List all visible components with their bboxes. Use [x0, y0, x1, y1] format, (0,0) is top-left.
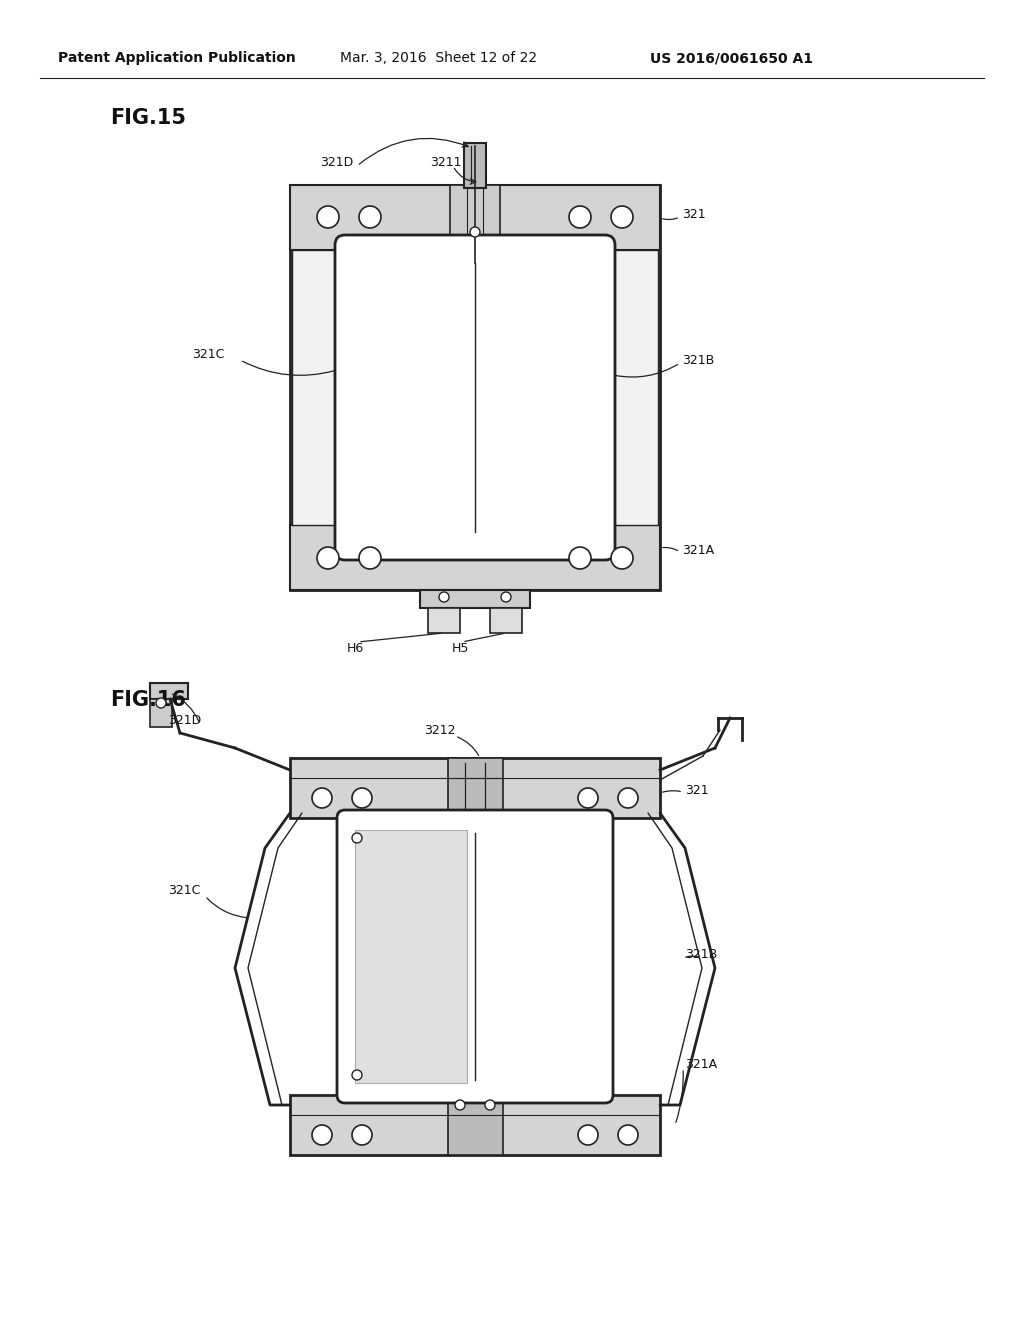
Circle shape — [578, 1125, 598, 1144]
Bar — [290, 758, 660, 818]
Circle shape — [359, 206, 381, 228]
Circle shape — [352, 1125, 372, 1144]
Text: 321C: 321C — [168, 883, 201, 896]
Text: Mar. 3, 2016  Sheet 12 of 22: Mar. 3, 2016 Sheet 12 of 22 — [340, 51, 538, 65]
Bar — [449, 1096, 503, 1155]
Text: 321A: 321A — [685, 1059, 717, 1072]
Bar — [357, 263, 467, 532]
Circle shape — [618, 1125, 638, 1144]
Text: US 2016/0061650 A1: US 2016/0061650 A1 — [650, 51, 813, 65]
Text: 321B: 321B — [682, 354, 715, 367]
Circle shape — [485, 1100, 495, 1110]
Circle shape — [359, 546, 381, 569]
Bar — [290, 1096, 660, 1155]
Circle shape — [317, 546, 339, 569]
Text: 321C: 321C — [193, 348, 224, 362]
Circle shape — [611, 546, 633, 569]
Circle shape — [312, 1125, 332, 1144]
Circle shape — [611, 206, 633, 228]
Text: 321: 321 — [682, 209, 706, 222]
Bar — [355, 830, 467, 1082]
Bar — [150, 682, 188, 700]
Bar — [150, 700, 172, 727]
FancyBboxPatch shape — [337, 810, 613, 1104]
Text: 3211: 3211 — [430, 157, 462, 169]
Circle shape — [569, 546, 591, 569]
Bar — [292, 249, 658, 525]
Circle shape — [312, 788, 332, 808]
Bar — [290, 525, 660, 590]
FancyBboxPatch shape — [335, 235, 615, 560]
Bar — [449, 758, 503, 818]
Circle shape — [439, 591, 449, 602]
Text: 321D: 321D — [319, 157, 353, 169]
Bar — [490, 609, 522, 634]
Text: FIG.15: FIG.15 — [110, 108, 186, 128]
Circle shape — [352, 788, 372, 808]
Text: Patent Application Publication: Patent Application Publication — [58, 51, 296, 65]
Bar — [420, 590, 530, 609]
Circle shape — [618, 788, 638, 808]
Circle shape — [569, 206, 591, 228]
Text: 321D: 321D — [168, 714, 202, 726]
Text: 321A: 321A — [682, 544, 714, 557]
Bar — [428, 609, 460, 634]
Circle shape — [578, 788, 598, 808]
Circle shape — [501, 591, 511, 602]
Circle shape — [352, 833, 362, 843]
Bar — [290, 185, 660, 590]
Bar — [450, 185, 500, 249]
Text: 321B: 321B — [685, 949, 717, 961]
Circle shape — [156, 698, 166, 708]
Circle shape — [455, 1100, 465, 1110]
Circle shape — [470, 227, 480, 238]
Bar — [464, 143, 486, 187]
Bar — [290, 185, 660, 249]
Text: 321: 321 — [685, 784, 709, 796]
Circle shape — [317, 206, 339, 228]
Text: 3212: 3212 — [424, 723, 456, 737]
Text: H5: H5 — [452, 642, 469, 655]
Text: H6: H6 — [346, 642, 364, 655]
Circle shape — [352, 1071, 362, 1080]
Text: FIG.16: FIG.16 — [110, 690, 186, 710]
